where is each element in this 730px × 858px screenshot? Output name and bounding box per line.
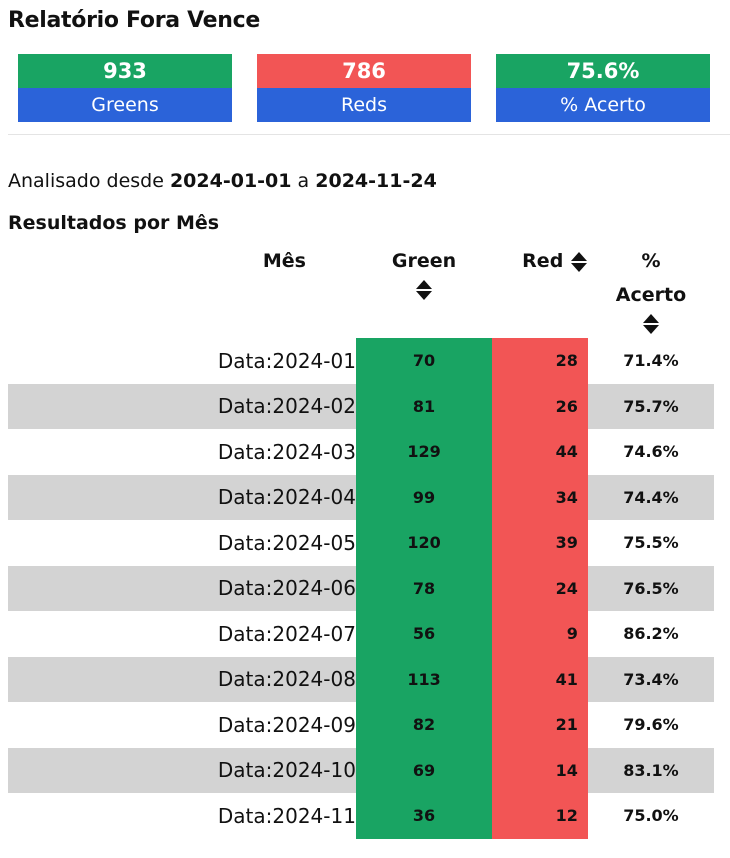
month-cell: Data:2024-03 (217, 439, 356, 464)
greens-label: Greens (18, 88, 232, 122)
page-title: Relatório Fora Vence (8, 8, 261, 33)
accuracy-cell: 75.7% (623, 396, 679, 416)
accuracy-cell: 74.4% (623, 487, 679, 507)
month-cell: Data:2024-06 (217, 576, 356, 601)
green-cell: 56 (355, 611, 493, 657)
red-cell: 44 (492, 429, 588, 475)
month-cell: Data:2024-10 (217, 758, 356, 783)
accuracy-value: 75.6% (496, 54, 710, 88)
red-cell: 21 (492, 702, 588, 748)
table-row: Data:2024-01 70 28 71.4% (8, 338, 714, 384)
accuracy-card: 75.6% % Acerto (496, 54, 710, 122)
month-cell: Data:2024-08 (217, 667, 356, 692)
accuracy-cell: 75.5% (623, 533, 679, 553)
column-header-red[interactable]: Red (492, 240, 588, 338)
red-cell: 9 (492, 611, 588, 657)
sort-icon[interactable] (642, 313, 660, 335)
reds-value: 786 (257, 54, 471, 88)
green-cell: 70 (355, 338, 493, 384)
green-cell: 99 (355, 474, 493, 520)
table-row: Data:2024-11 36 12 75.0% (8, 793, 714, 839)
accuracy-cell: 74.6% (623, 442, 679, 462)
red-cell: 14 (492, 747, 588, 793)
greens-card: 933 Greens (18, 54, 232, 122)
red-cell: 24 (492, 565, 588, 611)
green-header-label: Green (391, 250, 457, 272)
month-header-label: Mês (262, 250, 306, 272)
month-cell: Data:2024-04 (217, 485, 356, 510)
greens-value: 933 (18, 54, 232, 88)
table-row: Data:2024-08 113 41 73.4% (8, 656, 714, 702)
table-row: Data:2024-05 120 39 75.5% (8, 520, 714, 566)
green-cell: 69 (355, 747, 493, 793)
table-row: Data:2024-03 129 44 74.6% (8, 429, 714, 475)
period-start: 2024-01-01 (169, 170, 292, 192)
reds-card: 786 Reds (257, 54, 471, 122)
table-row: Data:2024-10 69 14 83.1% (8, 747, 714, 793)
sort-icon[interactable] (415, 279, 433, 301)
green-cell: 113 (355, 656, 493, 702)
month-cell: Data:2024-05 (217, 530, 356, 555)
accuracy-label: % Acerto (496, 88, 710, 122)
column-header-month[interactable]: Mês (8, 240, 356, 338)
red-cell: 39 (492, 520, 588, 566)
accuracy-cell: 76.5% (623, 578, 679, 598)
green-cell: 81 (355, 383, 493, 429)
red-cell: 34 (492, 474, 588, 520)
red-cell: 41 (492, 656, 588, 702)
red-cell: 28 (492, 338, 588, 384)
red-cell: 26 (492, 383, 588, 429)
table-row: Data:2024-06 78 24 76.5% (8, 565, 714, 611)
period-prefix: Analisado desde (8, 170, 164, 192)
table-row: Data:2024-07 56 9 86.2% (8, 611, 714, 657)
accuracy-cell: 86.2% (623, 624, 679, 644)
divider (8, 134, 730, 135)
green-cell: 36 (355, 793, 493, 839)
results-table: Mês Green Red % Acerto Data:2024-01 70 28 7… (8, 240, 714, 839)
green-cell: 120 (355, 520, 493, 566)
green-cell: 129 (355, 429, 493, 475)
green-cell: 82 (355, 702, 493, 748)
month-cell: Data:2024-01 (217, 348, 356, 373)
green-cell: 78 (355, 565, 493, 611)
column-header-accuracy[interactable]: % Acerto (588, 240, 714, 338)
accuracy-cell: 79.6% (623, 715, 679, 735)
accuracy-cell: 71.4% (623, 351, 679, 371)
month-cell: Data:2024-09 (217, 712, 356, 737)
section-title: Resultados por Mês (8, 212, 220, 234)
month-cell: Data:2024-11 (217, 803, 356, 828)
table-row: Data:2024-04 99 34 74.4% (8, 474, 714, 520)
table-row: Data:2024-02 81 26 75.7% (8, 383, 714, 429)
accuracy-cell: 73.4% (623, 669, 679, 689)
red-cell: 12 (492, 793, 588, 839)
period-text: Analisado desde 2024-01-01 a 2024-11-24 (8, 170, 437, 192)
accuracy-cell: 83.1% (623, 760, 679, 780)
accuracy-header-label: % (641, 250, 661, 272)
period-end: 2024-11-24 (315, 170, 437, 192)
column-header-green[interactable]: Green (356, 240, 492, 338)
table-header-row: Mês Green Red % Acerto (8, 240, 714, 338)
period-middle: a (297, 170, 310, 192)
red-header-label: Red (522, 250, 564, 272)
accuracy-header-label-2: Acerto (615, 284, 687, 306)
month-cell: Data:2024-07 (217, 621, 356, 646)
table-row: Data:2024-09 82 21 79.6% (8, 702, 714, 748)
reds-label: Reds (257, 88, 471, 122)
sort-icon[interactable] (570, 251, 588, 273)
accuracy-cell: 75.0% (623, 806, 679, 826)
month-cell: Data:2024-02 (217, 394, 356, 419)
